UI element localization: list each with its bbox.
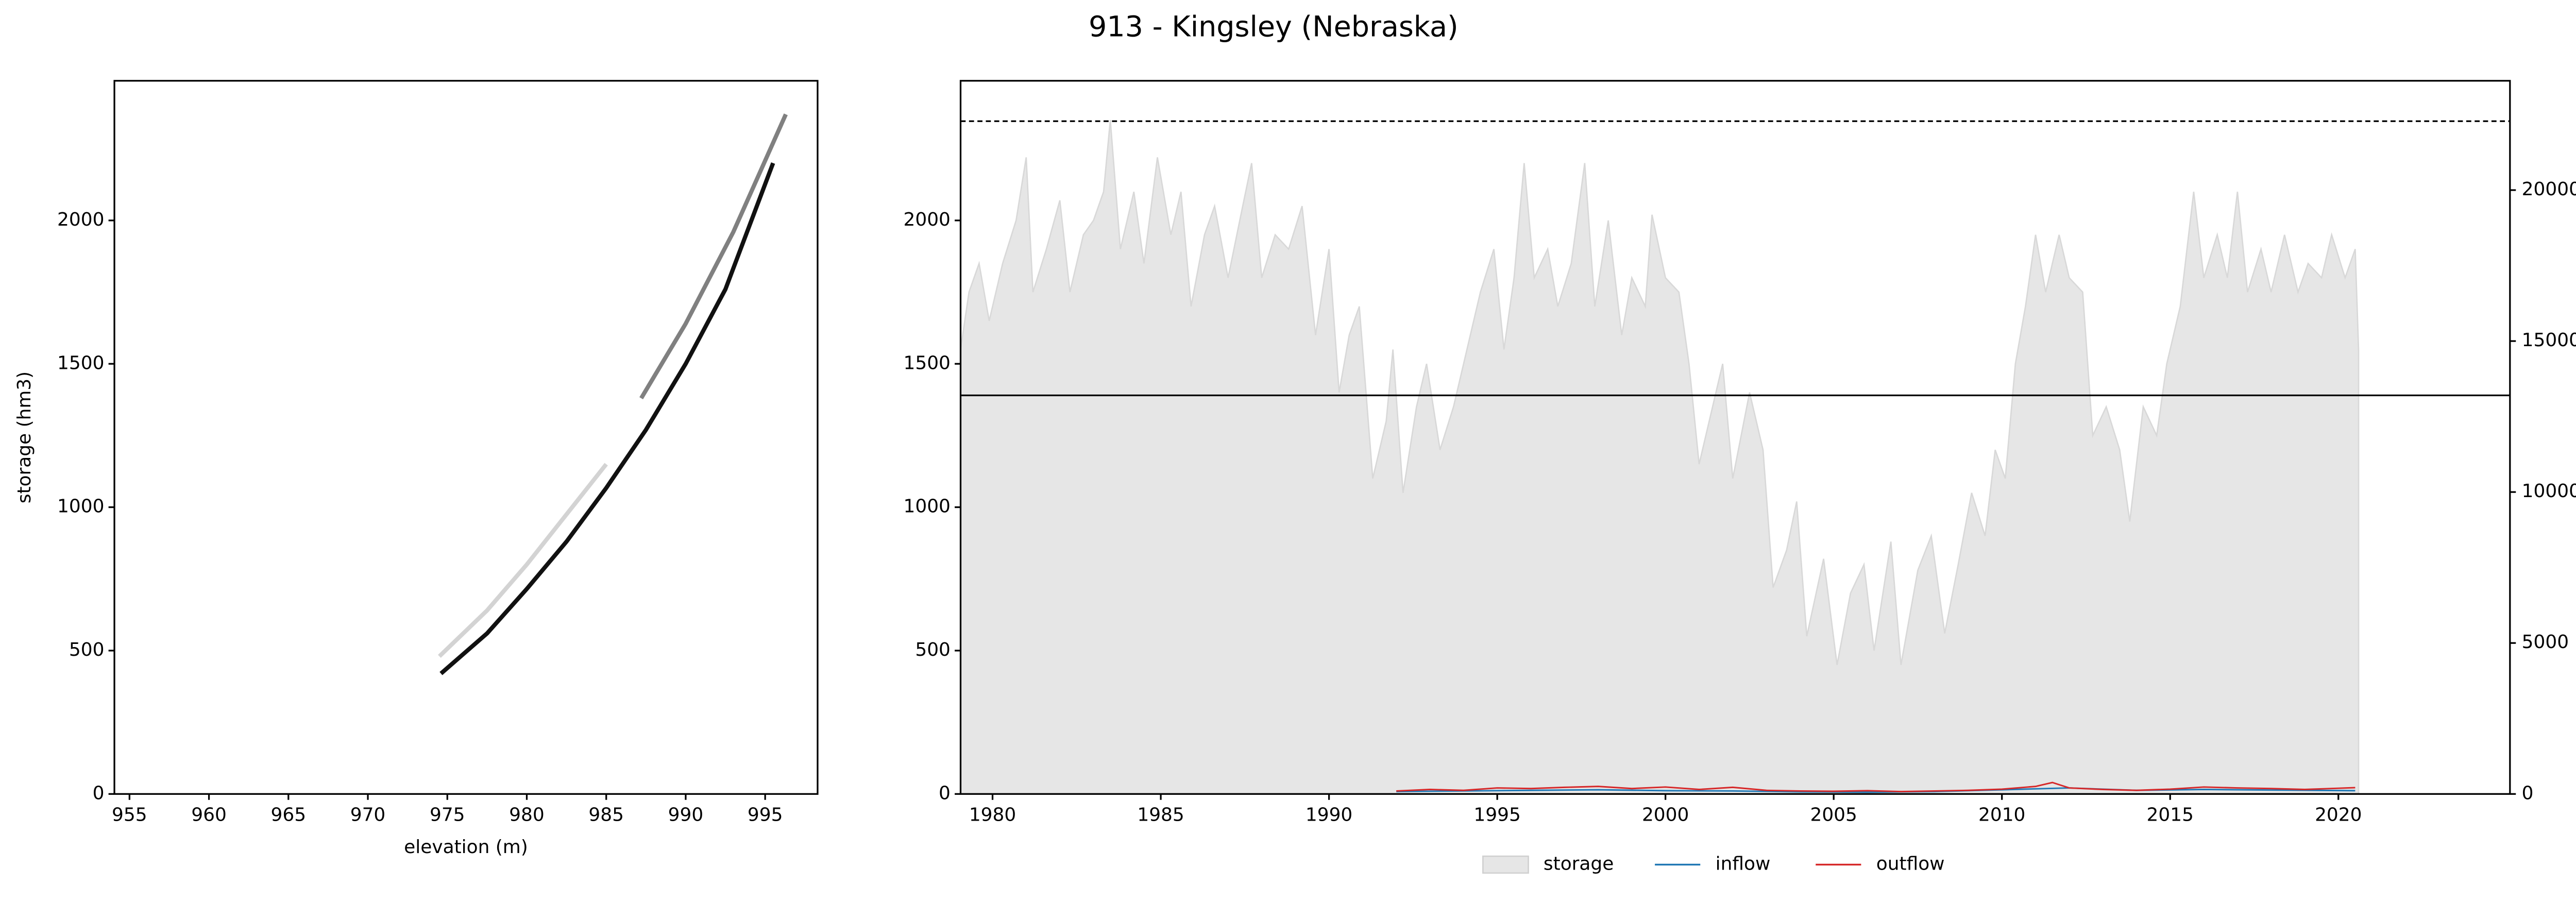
y2-tick-label: 15000	[2522, 330, 2576, 351]
y2-tick-label: 10000	[2522, 481, 2576, 502]
figure-title: 913 - Kingsley (Nebraska)	[1089, 10, 1459, 44]
legend-swatch	[1482, 855, 1529, 874]
y2-tick-label: 20000	[2522, 179, 2576, 200]
x-tick-label: 995	[748, 805, 783, 826]
line	[438, 463, 608, 658]
y-tick-label: 1000	[57, 496, 104, 517]
line	[439, 162, 775, 675]
x-tick-label: 970	[350, 805, 386, 826]
y-tick-label: 500	[69, 639, 105, 660]
line	[639, 113, 788, 400]
area	[960, 120, 2360, 794]
line	[1396, 787, 2355, 793]
x-tick-label: 2020	[2315, 805, 2362, 826]
y-axis-label: storage (hm3)	[14, 371, 35, 503]
y2-tick-label: 0	[2522, 782, 2534, 804]
line	[1396, 781, 2355, 793]
y-tick-label: 0	[939, 782, 951, 804]
x-tick-label: 1995	[1473, 805, 1520, 826]
x-tick-label: 985	[588, 805, 624, 826]
y-tick-label: 2000	[57, 209, 104, 230]
x-tick-label: 960	[191, 805, 227, 826]
x-tick-label: 2015	[2147, 805, 2194, 826]
y-tick-label: 1500	[904, 352, 951, 373]
x-tick-label: 1990	[1306, 805, 1352, 826]
axes-frame	[113, 80, 819, 795]
y-tick-label: 1000	[904, 496, 951, 517]
x-tick-label: 2010	[1978, 805, 2025, 826]
axes-frame	[959, 80, 2511, 795]
legend-label: storage	[1544, 853, 1614, 874]
y-tick-label: 2000	[904, 209, 951, 230]
x-tick-label: 1985	[1137, 805, 1184, 826]
x-axis-label: elevation (m)	[404, 837, 528, 858]
x-tick-label: 965	[271, 805, 307, 826]
x-tick-label: 955	[112, 805, 147, 826]
x-tick-label: 990	[668, 805, 704, 826]
x-tick-label: 2005	[1810, 805, 1857, 826]
y-tick-label: 1500	[57, 352, 104, 373]
x-tick-label: 980	[509, 805, 545, 826]
x-tick-label: 2000	[1642, 805, 1689, 826]
legend-label: outflow	[1876, 853, 1945, 874]
legend-label: inflow	[1716, 853, 1771, 874]
y-tick-label: 500	[915, 639, 951, 660]
x-tick-label: 1980	[969, 805, 1016, 826]
y2-tick-label: 5000	[2522, 632, 2569, 653]
x-tick-label: 975	[430, 805, 465, 826]
y-tick-label: 0	[93, 782, 105, 804]
